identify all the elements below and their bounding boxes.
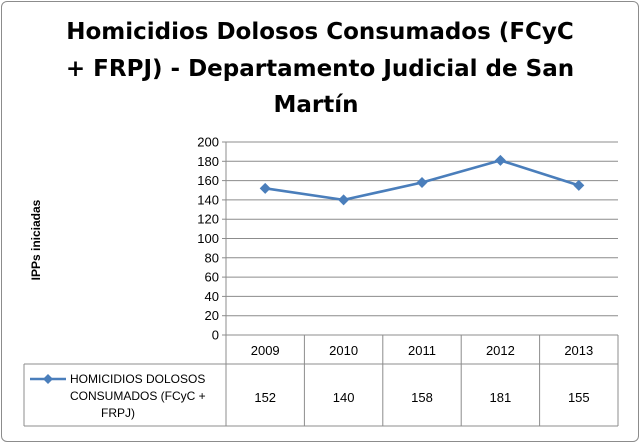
data-label-2012: 181	[490, 390, 512, 405]
data-point-2009	[259, 182, 271, 194]
y-tick-label-5: 100	[197, 231, 219, 246]
data-label-2009: 152	[254, 390, 276, 405]
x-category-label-2011: 2011	[408, 343, 436, 358]
data-point-2011	[416, 177, 428, 189]
legend-key-marker	[43, 374, 53, 384]
data-label-2013: 155	[568, 390, 590, 405]
chart-title-line-3: Martín	[273, 92, 359, 118]
y-tick-label-4: 80	[205, 250, 219, 265]
data-label-2011: 158	[411, 390, 433, 405]
y-tick-label-0: 0	[212, 328, 219, 343]
data-point-2013	[573, 179, 585, 191]
y-tick-label-3: 60	[205, 270, 219, 285]
chart-title-line-2: + FRPJ) - Departamento Judicial de San	[65, 56, 575, 82]
x-category-label-2009: 2009	[251, 343, 280, 358]
y-tick-label-10: 200	[197, 135, 219, 150]
y-tick-label-1: 20	[205, 308, 219, 323]
x-category-label-2012: 2012	[486, 343, 515, 358]
y-tick-label-2: 40	[205, 289, 219, 304]
data-point-2010	[338, 194, 350, 206]
x-category-label-2013: 2013	[564, 343, 593, 358]
legend-label-line-2: CONSUMADOS (FCyC +	[70, 389, 206, 403]
data-label-2010: 140	[333, 390, 355, 405]
chart-title-line-1: Homicidios Dolosos Consumados (FCyC	[66, 19, 574, 45]
y-tick-label-7: 140	[197, 192, 219, 207]
y-tick-label-6: 120	[197, 212, 219, 227]
y-tick-label-8: 160	[197, 173, 219, 188]
y-tick-label-9: 180	[197, 154, 219, 169]
legend-label-line-1: HOMICIDIOS DOLOSOS	[70, 372, 205, 386]
legend-label-line-3: FRPJ)	[101, 406, 135, 420]
data-point-2012	[494, 154, 506, 166]
x-category-label-2010: 2010	[329, 343, 358, 358]
